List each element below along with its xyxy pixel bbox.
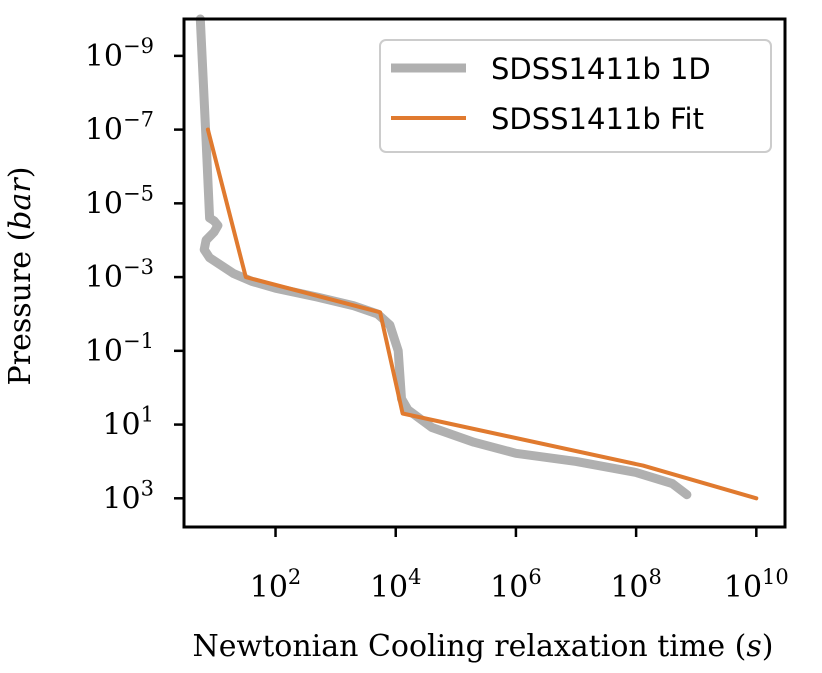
y-tick-label: 10−7 <box>85 108 154 148</box>
legend-label-fit: SDSS1411b Fit <box>491 102 704 136</box>
y-tick-label: 10−1 <box>85 329 154 369</box>
x-tick-label: 104 <box>370 565 422 605</box>
y-axis-unit: bar <box>3 177 38 230</box>
y-tick-label: 10−9 <box>85 34 154 74</box>
x-tick-label: 1010 <box>724 565 789 605</box>
legend: SDSS1411b 1D SDSS1411b Fit <box>379 39 772 153</box>
y-tick-label: 10−5 <box>85 181 154 221</box>
y-axis-label-text: Pressure <box>3 251 38 386</box>
legend-label-1d: SDSS1411b 1D <box>491 52 711 86</box>
x-tick-label: 102 <box>250 565 302 605</box>
x-axis-label: Newtonian Cooling relaxation time (s) <box>193 629 774 664</box>
x-tick-label: 106 <box>490 565 542 605</box>
series-line-fit <box>205 127 759 501</box>
y-axis: 10−9 10−7 10−5 10−3 10−1 101 103 <box>85 34 184 516</box>
y-tick-label: 101 <box>102 403 154 443</box>
y-tick-label: 103 <box>102 476 154 516</box>
legend-box <box>379 39 772 153</box>
plot-area: 102 104 106 108 1010 10−9 10−7 10−5 10−3 10−1 101… <box>85 14 789 605</box>
plot-frame <box>182 17 787 529</box>
x-axis: 102 104 106 108 1010 <box>250 527 789 605</box>
x-axis-unit: s <box>746 629 761 664</box>
y-tick-label: 10−3 <box>85 255 154 295</box>
x-tick-label: 108 <box>610 565 662 605</box>
series-layer <box>195 14 759 501</box>
x-axis-label-text: Newtonian Cooling relaxation time <box>193 629 726 664</box>
y-axis-label: Pressure (bar) <box>3 167 38 386</box>
